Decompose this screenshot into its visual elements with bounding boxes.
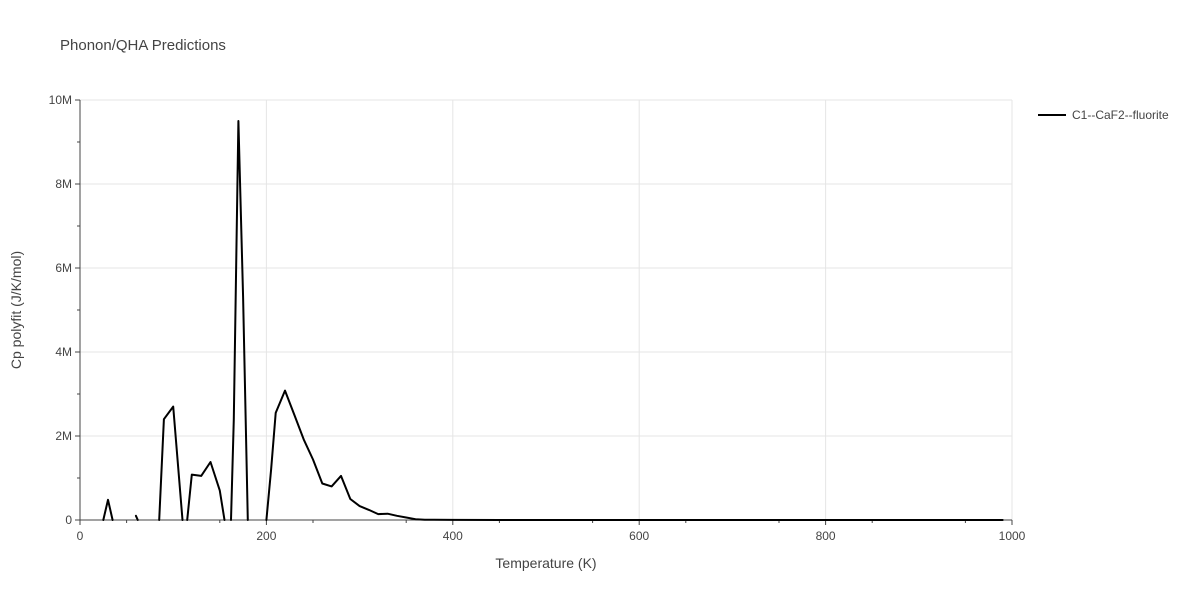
- y-tick-label: 10M: [49, 93, 72, 107]
- series-line-segment: [102, 498, 114, 521]
- x-tick-label: 1000: [999, 529, 1026, 543]
- ticks: 0 200 400 600 800 1000 0 2M 4M 6M 8M 10M: [49, 93, 1026, 543]
- chart-title: Phonon/QHA Predictions: [60, 37, 226, 54]
- legend-label: C1--CaF2--fluorite: [1072, 108, 1169, 122]
- axes: [79, 100, 1012, 521]
- x-tick-label: 200: [256, 529, 276, 543]
- series-line-segment: [230, 120, 249, 521]
- x-tick-label: 800: [816, 529, 836, 543]
- series-line-segment: [134, 514, 139, 521]
- legend[interactable]: C1--CaF2--fluorite: [1038, 108, 1169, 122]
- series-line-segment: [186, 461, 226, 521]
- y-tick-label: 4M: [55, 345, 72, 359]
- x-tick-label: 400: [443, 529, 463, 543]
- x-tick-label: 600: [629, 529, 649, 543]
- y-axis-title: Cp polyfit (J/K/mol): [8, 251, 24, 369]
- series-layer: [102, 120, 1004, 521]
- series-line-segment: [265, 389, 1004, 521]
- x-axis-title: Temperature (K): [495, 555, 596, 571]
- x-tick-label: 0: [77, 529, 84, 543]
- y-tick-label: 8M: [55, 177, 72, 191]
- grid: [80, 99, 1013, 520]
- series-line-segment: [158, 405, 184, 521]
- y-tick-label: 0: [65, 513, 72, 527]
- y-tick-label: 2M: [55, 429, 72, 443]
- y-tick-label: 6M: [55, 261, 72, 275]
